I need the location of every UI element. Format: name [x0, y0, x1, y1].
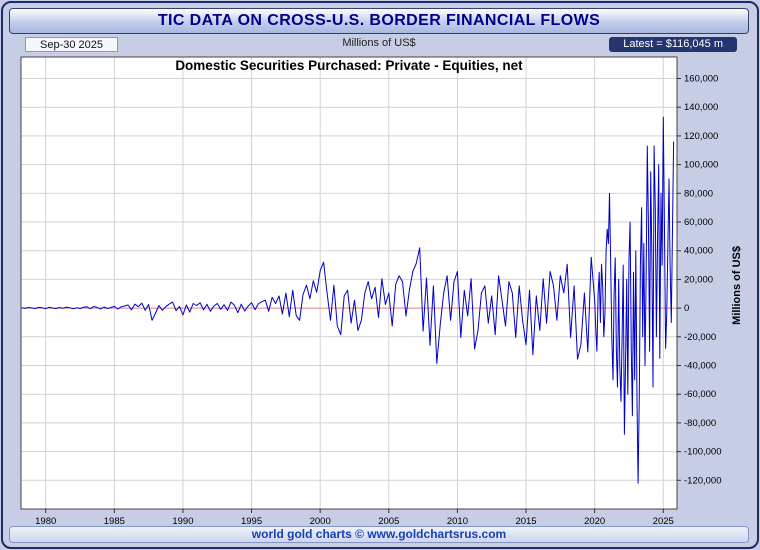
title-bar: TIC DATA ON CROSS-U.S. BORDER FINANCIAL … [9, 8, 749, 34]
y-axis-title: Millions of US$ [731, 246, 743, 325]
y-tick-label: -20,000 [684, 332, 716, 343]
x-tick-label: 1995 [241, 516, 262, 527]
chart-area: -120,000 -100,000 -80,000 -60,000 -40,000 -20… [9, 53, 749, 531]
series-line [21, 116, 675, 484]
y-tick-label: 20,000 [684, 274, 713, 285]
y-tick-label: 120,000 [684, 131, 718, 142]
y-tick-label: 100,000 [684, 160, 718, 171]
y-tick-label: -100,000 [684, 447, 722, 458]
date-label: Sep-30 2025 [25, 37, 118, 52]
chart-title: Domestic Securities Purchased: Private -… [175, 58, 523, 73]
y-tick-label: 60,000 [684, 217, 713, 228]
x-tick-label: 2025 [653, 516, 674, 527]
x-tick-label: 2005 [378, 516, 399, 527]
x-tick-label: 2010 [447, 516, 468, 527]
footer-credit: world gold charts © www.goldchartsrus.co… [251, 527, 507, 541]
x-tick-label: 2015 [515, 516, 536, 527]
units-label: Millions of US$ [342, 37, 416, 49]
y-tick-label: -60,000 [684, 389, 716, 400]
x-tick-label: 2000 [310, 516, 331, 527]
info-bar: Sep-30 2025 Millions of US$ Latest = $11… [9, 37, 749, 53]
x-tick-label: 1990 [172, 516, 193, 527]
y-tick-label: 80,000 [684, 188, 713, 199]
plot-background [21, 57, 677, 509]
plot-border [20, 56, 678, 510]
y-tick-label: -120,000 [684, 475, 722, 486]
page-title: TIC DATA ON CROSS-U.S. BORDER FINANCIAL … [157, 12, 601, 29]
y-tick-label: -80,000 [684, 418, 716, 429]
y-tick-label: 40,000 [684, 246, 713, 257]
x-tick-label: 1980 [35, 516, 56, 527]
y-tick-label: 160,000 [684, 74, 718, 85]
latest-value-badge: Latest = $116,045 m [609, 37, 737, 52]
y-tick-label: -40,000 [684, 361, 716, 372]
footer-bar: world gold charts © www.goldchartsrus.co… [9, 526, 749, 543]
x-tick-label: 2020 [584, 516, 605, 527]
chart-canvas: -120,000 -100,000 -80,000 -60,000 -40,000 -20… [20, 56, 722, 527]
x-tick-label: 1985 [104, 516, 125, 527]
y-tick-label: 0 [684, 303, 689, 314]
y-tick-label: 140,000 [684, 102, 718, 113]
